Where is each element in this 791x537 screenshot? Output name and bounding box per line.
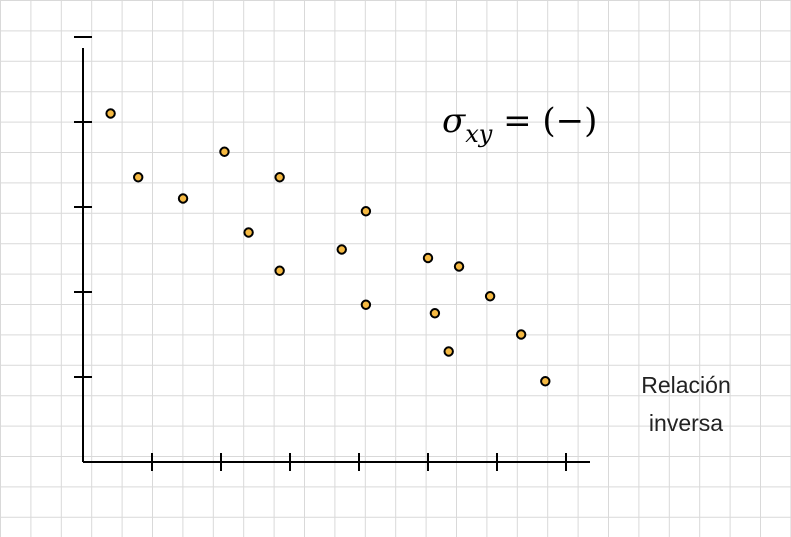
data-points (105, 108, 551, 387)
scatter-point (133, 172, 144, 183)
axis-ticks (74, 36, 567, 471)
scatter-point (515, 329, 527, 340)
scatter-point (484, 291, 496, 302)
relation-label-line2: inversa (649, 410, 723, 436)
formula-rhs: = (−) (492, 101, 597, 141)
scatter-point (429, 308, 441, 319)
scatter-point (177, 193, 189, 204)
relation-label-line1: Relación (641, 372, 731, 398)
formula-subscript: xy (465, 120, 493, 148)
scatter-point (453, 261, 465, 272)
scatter-point (360, 206, 372, 217)
scatter-point (540, 376, 551, 387)
axes (82, 48, 590, 463)
formula-symbol: σ (442, 101, 466, 141)
scatter-point (443, 346, 454, 357)
scatter-point (360, 299, 372, 310)
covariance-formula: σxy = (−) (442, 101, 597, 148)
scatter-point (274, 265, 285, 276)
scatter-point (422, 252, 434, 264)
scatter-point (243, 227, 254, 238)
scatter-point (219, 146, 230, 157)
scatter-point (336, 244, 347, 255)
annotation-group: σxy = (−) Relación inversa (442, 101, 731, 436)
scatter-point (105, 108, 116, 119)
scatter-point (274, 172, 285, 183)
